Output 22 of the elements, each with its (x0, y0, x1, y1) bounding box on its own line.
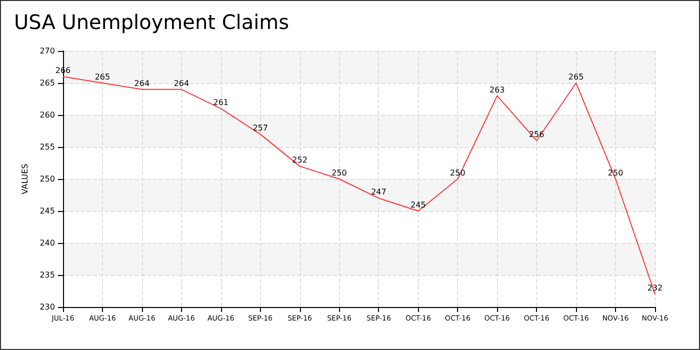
data-label: 265 (94, 72, 110, 82)
y-tick-label: 250 (40, 174, 55, 184)
y-tick-label: 245 (40, 206, 55, 216)
y-tick-label: 260 (40, 110, 55, 120)
y-tick-label: 265 (40, 78, 55, 88)
y-tick-label: 240 (40, 238, 55, 248)
y-tick-label: 235 (40, 270, 55, 280)
y-tick-label: 255 (40, 142, 55, 152)
y-axis-title: VALUES (20, 164, 30, 194)
y-tick-label: 270 (40, 46, 55, 56)
data-label: 250 (332, 168, 347, 178)
data-label: 264 (174, 78, 190, 88)
data-label: 264 (134, 78, 150, 88)
data-label: 252 (292, 156, 308, 165)
data-label: 257 (252, 124, 268, 133)
y-tick-label: 230 (40, 302, 55, 312)
chart-title: USA Unemployment Claims (14, 10, 290, 34)
data-label: 245 (410, 200, 426, 210)
data-label: 247 (371, 188, 386, 197)
data-label: 265 (568, 72, 584, 82)
data-label: 261 (213, 98, 229, 108)
data-label: 263 (489, 85, 505, 94)
